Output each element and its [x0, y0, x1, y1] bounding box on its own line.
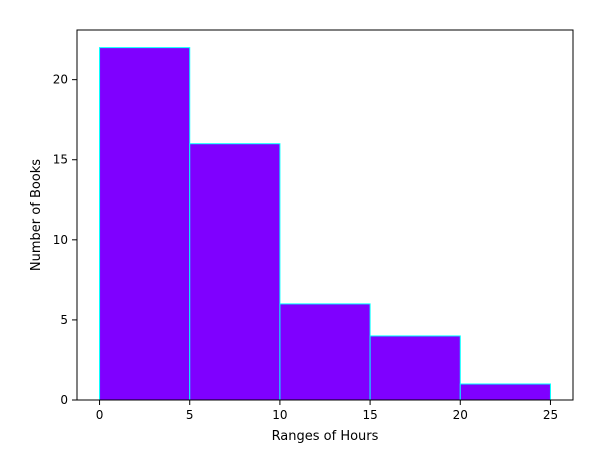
x-axis-ticks: 0 5 10 15 20 25	[96, 400, 558, 422]
y-axis-ticks: 0 5 10 15 20	[53, 73, 77, 407]
y-tick-label: 15	[53, 153, 68, 167]
histogram-bar-3	[279, 303, 371, 401]
y-tick-label: 10	[53, 233, 68, 247]
y-axis-label: Number of Books	[29, 159, 44, 271]
x-tick-label: 20	[453, 408, 468, 422]
histogram-bar-2	[189, 143, 281, 401]
x-tick-label: 25	[543, 408, 558, 422]
y-tick-label: 0	[60, 393, 68, 407]
x-tick-label: 15	[362, 408, 377, 422]
y-tick-label: 20	[53, 73, 68, 87]
x-tick-label: 0	[96, 408, 104, 422]
x-tick-label: 10	[272, 408, 287, 422]
histogram-bar-4	[369, 335, 461, 401]
bars-group	[99, 47, 551, 401]
histogram-bar-1	[99, 47, 191, 401]
plot-frame	[76, 29, 574, 401]
x-axis-label: Ranges of Hours	[272, 429, 379, 444]
y-tick-label: 5	[60, 313, 68, 327]
x-tick-label: 5	[186, 408, 194, 422]
histogram-bar-5	[459, 383, 551, 401]
